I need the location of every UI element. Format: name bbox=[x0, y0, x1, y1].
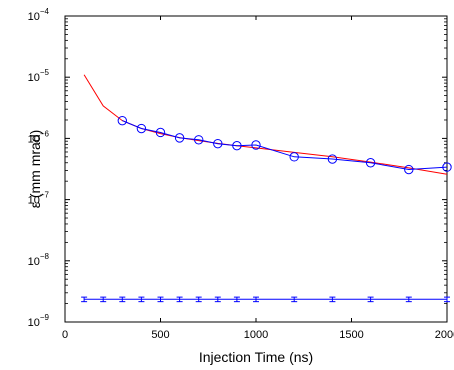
x-tick-label: 0 bbox=[62, 329, 68, 341]
y-tick-label: 10−9 bbox=[28, 313, 50, 329]
series-1 bbox=[117, 115, 452, 175]
data-point bbox=[251, 140, 261, 150]
error-bar bbox=[157, 296, 164, 303]
error-bar bbox=[405, 296, 412, 303]
error-bar bbox=[291, 296, 298, 303]
x-tick-label: 2000 bbox=[435, 329, 454, 341]
data-point bbox=[117, 115, 128, 126]
error-bar bbox=[214, 296, 221, 303]
error-bar bbox=[195, 296, 202, 303]
data-point bbox=[232, 140, 242, 151]
data-point bbox=[404, 164, 414, 175]
error-bar bbox=[81, 296, 88, 303]
error-bar bbox=[138, 296, 145, 303]
y-axis-label: ε (mm mrad) bbox=[27, 130, 43, 209]
data-point bbox=[136, 123, 147, 134]
y-tick-label: 10−5 bbox=[28, 68, 50, 84]
error-bar bbox=[329, 296, 336, 303]
y-tick-label: 10−8 bbox=[28, 252, 50, 268]
plot-area bbox=[64, 15, 448, 323]
series-line bbox=[122, 120, 448, 171]
error-bar bbox=[444, 296, 450, 303]
data-point bbox=[442, 162, 452, 172]
error-bar bbox=[119, 296, 126, 303]
series-2 bbox=[81, 296, 450, 303]
error-bar bbox=[176, 296, 183, 303]
x-axis-label: Injection Time (ns) bbox=[199, 349, 313, 365]
data-point bbox=[194, 135, 204, 145]
data-point bbox=[365, 158, 376, 168]
x-tick-label: 1000 bbox=[244, 329, 268, 341]
error-bar bbox=[367, 296, 374, 303]
data-point bbox=[174, 133, 185, 143]
data-point bbox=[155, 127, 166, 138]
error-bar bbox=[100, 296, 107, 303]
data-point bbox=[213, 138, 223, 149]
y-tick-label: 10−4 bbox=[28, 7, 50, 23]
x-tick-label: 500 bbox=[151, 329, 169, 341]
x-tick-label: 1500 bbox=[339, 329, 363, 341]
error-bar bbox=[253, 296, 259, 303]
error-bar bbox=[233, 296, 240, 303]
data-point bbox=[327, 154, 338, 164]
data-point bbox=[289, 152, 299, 162]
series-layer bbox=[81, 74, 452, 303]
